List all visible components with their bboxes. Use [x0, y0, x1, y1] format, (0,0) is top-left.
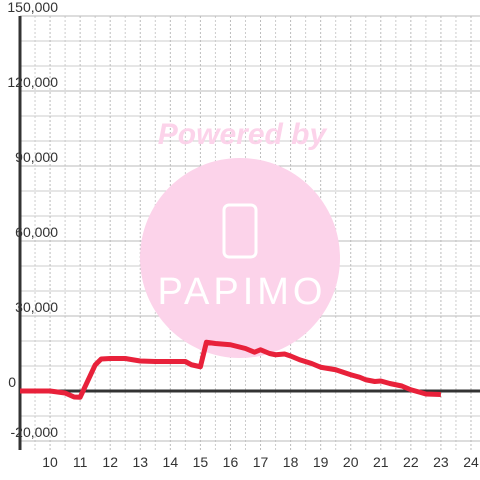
x-tick-label: 22	[403, 454, 419, 470]
x-tick-label: 12	[102, 454, 118, 470]
watermark: Powered by PAPIMO	[140, 118, 340, 358]
x-tick-label: 16	[223, 454, 239, 470]
watermark-text: Powered by	[158, 118, 328, 151]
x-tick-label: 14	[163, 454, 179, 470]
plot	[20, 339, 441, 400]
x-tick-label: 20	[343, 454, 359, 470]
y-tick-label: 60,000	[15, 224, 58, 240]
x-tick-label: 18	[283, 454, 299, 470]
y-tick-label: 150,000	[7, 0, 58, 15]
x-tick-label: 21	[373, 454, 389, 470]
x-tick-label: 10	[42, 454, 58, 470]
x-tick-label: 23	[433, 454, 449, 470]
y-tick-label: 0	[8, 374, 16, 390]
x-tick-label: 15	[193, 454, 209, 470]
y-tick-label: 30,000	[15, 299, 58, 315]
x-tick-label: 17	[253, 454, 269, 470]
x-tick-label: 24	[463, 454, 479, 470]
x-tick-label: 19	[313, 454, 329, 470]
data-line	[20, 339, 441, 400]
watermark-icon	[222, 203, 258, 259]
x-tick-label: 13	[132, 454, 148, 470]
y-tick-label: 120,000	[7, 74, 58, 90]
watermark-logo: PAPIMO	[158, 271, 327, 313]
y-tick-label: 90,000	[15, 149, 58, 165]
x-tick-label: 11	[73, 454, 88, 470]
y-tick-label: -20,000	[11, 424, 59, 440]
